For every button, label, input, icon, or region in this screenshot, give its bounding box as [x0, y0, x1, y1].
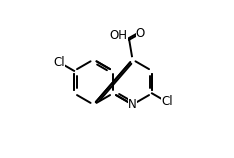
Text: N: N [128, 98, 137, 111]
Text: Cl: Cl [53, 56, 65, 69]
Text: O: O [136, 27, 145, 40]
Text: OH: OH [110, 29, 128, 42]
Text: Cl: Cl [161, 95, 173, 108]
